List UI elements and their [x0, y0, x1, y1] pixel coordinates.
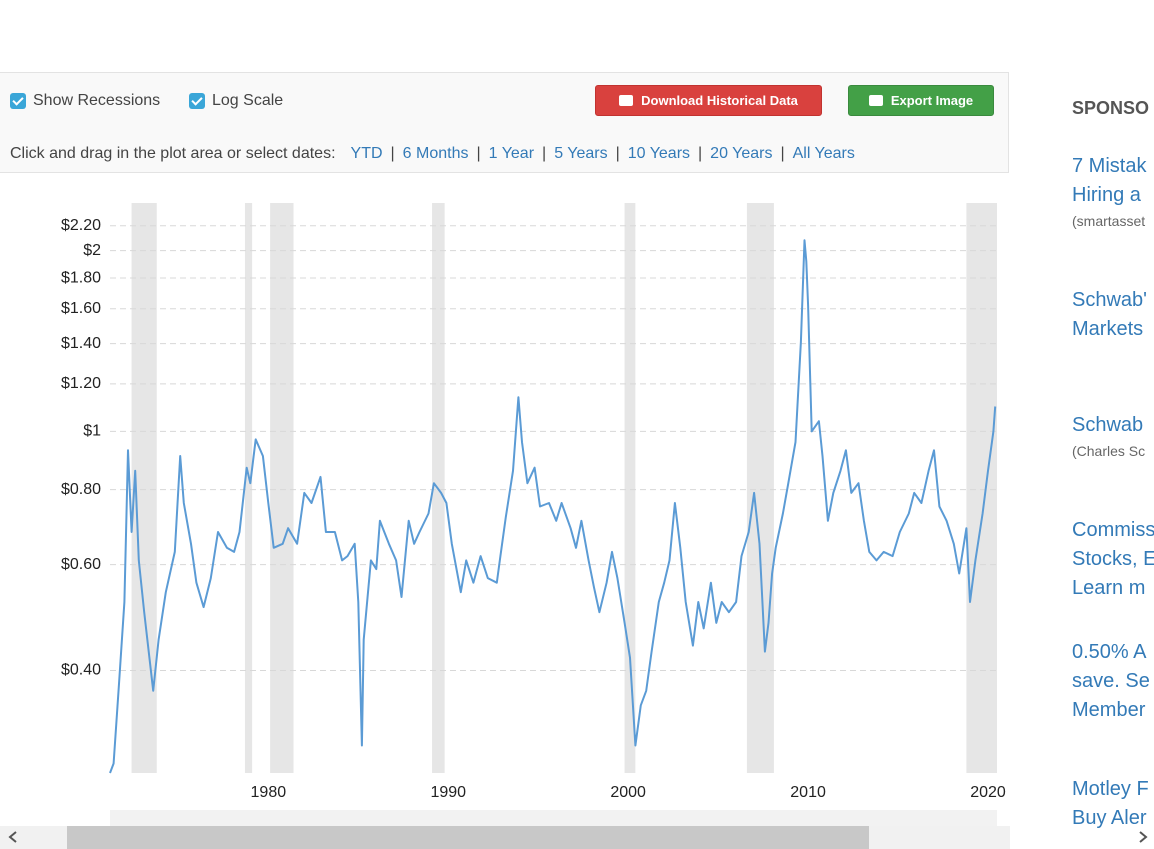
- y-tick-label: $1.60: [61, 300, 101, 317]
- recession-band: [966, 203, 997, 773]
- x-tick-label: 2010: [790, 784, 826, 801]
- ad-link[interactable]: Motley F: [1072, 778, 1149, 800]
- plot: $0.40 $0.60 $0.80 $1 $1.20 $1.40 $1.60 $1.80 $2 $…: [61, 203, 1006, 826]
- export-button[interactable]: Export Image: [848, 85, 994, 116]
- sidebar-heading: SPONSO: [1072, 98, 1150, 118]
- checkbox[interactable]: Show Recessions: [10, 92, 160, 110]
- x-tick-label: 1980: [251, 784, 287, 801]
- scroll-left-arrow[interactable]: [8, 831, 17, 843]
- ad-link[interactable]: Schwab: [1072, 414, 1144, 436]
- recession-band: [624, 203, 636, 773]
- x-tick-label: 2020: [970, 784, 1006, 801]
- y-tick-label: $0.60: [61, 556, 101, 573]
- ad-link[interactable]: Buy Aler: [1072, 807, 1147, 829]
- ad-link[interactable]: 0.50% A: [1072, 641, 1147, 663]
- scrollbar-thumb[interactable]: [67, 826, 869, 849]
- button-label: Export Image: [890, 93, 974, 108]
- prompt: Click and drag in the plot area or selec…: [10, 145, 336, 162]
- scroll-right-arrow[interactable]: [1136, 830, 1150, 844]
- ad-source: (smartasset: [1072, 213, 1146, 229]
- ad-source: (Charles Sc: [1072, 443, 1146, 459]
- range-link[interactable]: 20 Years: [710, 145, 773, 162]
- date-range-row: Click and drag in the plot area or selec…: [10, 145, 855, 162]
- recession-band: [244, 203, 253, 773]
- ad-link[interactable]: Commiss: [1072, 519, 1154, 541]
- y-tick-label: $1.20: [61, 375, 101, 392]
- ad-link[interactable]: Member: [1072, 699, 1146, 721]
- checkbox-label: Log Scale: [212, 92, 284, 109]
- recession-band: [270, 203, 294, 773]
- button-label: Download Historical Data: [641, 93, 798, 108]
- range-link[interactable]: 6 Months: [402, 145, 469, 162]
- range-link[interactable]: All Years: [792, 145, 855, 162]
- range-link[interactable]: 5 Years: [554, 145, 608, 162]
- checkbox-label: Show Recessions: [33, 92, 161, 109]
- download-button[interactable]: Download Historical Data: [595, 85, 822, 116]
- y-tick-label: $1.40: [61, 335, 101, 352]
- ad-link[interactable]: save. Se: [1072, 670, 1150, 692]
- x-tick-label: 2000: [610, 784, 646, 801]
- price-line: [109, 239, 997, 774]
- sidebar: SPONSO 7 Mistak Hiring a (smartasset Schwab…: [1072, 0, 1154, 849]
- y-tick-label: $2.20: [61, 217, 101, 234]
- toolbar: Show Recessions Log Scale Download Histo…: [0, 72, 1009, 173]
- ad-link[interactable]: 7 Mistak: [1072, 155, 1147, 177]
- range-link[interactable]: 10 Years: [627, 145, 691, 162]
- ad-link[interactable]: Learn m: [1072, 577, 1146, 599]
- y-tick-label: $0.80: [61, 481, 101, 498]
- recession-band: [746, 203, 774, 773]
- range-link[interactable]: 1 Year: [488, 145, 535, 162]
- x-tick-label: 1990: [430, 784, 466, 801]
- range-link[interactable]: YTD: [350, 145, 383, 162]
- y-tick-label: $1.80: [61, 269, 101, 286]
- navigator[interactable]: [110, 810, 997, 826]
- ad-link[interactable]: Schwab': [1072, 289, 1147, 311]
- chart[interactable]: $0.40 $0.60 $0.80 $1 $1.20 $1.40 $1.60 $1.80 $2 $…: [0, 0, 1010, 849]
- ad-link[interactable]: Stocks, E: [1072, 548, 1154, 570]
- y-tick-label: $1: [83, 423, 101, 440]
- ad-link[interactable]: Markets: [1072, 318, 1144, 340]
- y-tick-label: $0.40: [61, 662, 101, 679]
- checkbox[interactable]: Log Scale: [189, 92, 283, 110]
- ad-link[interactable]: Hiring a: [1072, 184, 1141, 206]
- y-tick-label: $2: [83, 242, 101, 259]
